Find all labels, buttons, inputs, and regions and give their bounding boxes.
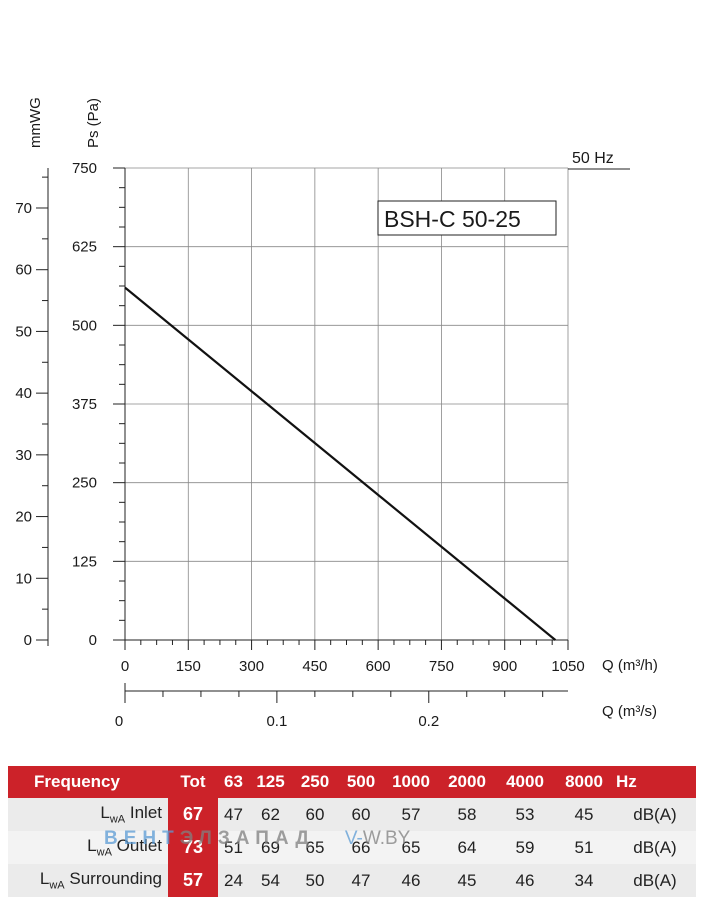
header-band: 250 <box>292 766 338 798</box>
series-group <box>124 286 557 641</box>
y-tick-label: 250 <box>72 475 97 492</box>
unit-db: dB(A) <box>633 837 677 857</box>
y2-tick-label: 50 <box>15 323 32 340</box>
tot-value: 57 <box>168 864 218 897</box>
x2-axis-title: Q (m³/s) <box>602 703 657 720</box>
table-header-row: Frequency Tot 63 125 250 500 1000 2000 4… <box>8 766 696 798</box>
frequency-label: 50 Hz <box>572 150 614 167</box>
unit-db: dB(A) <box>633 870 677 890</box>
band-value: 59 <box>515 837 535 857</box>
model-label: BSH-C 50-25 <box>384 206 521 232</box>
table-row: LwA Surrounding 57 24 54 50 47 46 45 46 34 dB(A) <box>8 864 696 897</box>
y2-tick-label: 20 <box>15 509 32 526</box>
header-band: 500 <box>338 766 384 798</box>
y-tick-label: 375 <box>72 396 97 413</box>
model-label-box <box>377 200 557 236</box>
header-band: 4000 <box>496 766 554 798</box>
band-value: 60 <box>351 804 371 824</box>
tot-value: 73 <box>168 831 218 864</box>
band-value: 54 <box>261 870 280 890</box>
y-tick-label: 625 <box>72 239 97 256</box>
x2-tick-label: 0 <box>115 713 123 730</box>
header-tot: Tot <box>168 766 218 798</box>
fan-curve-line <box>124 286 557 641</box>
tot-value: 67 <box>168 798 218 831</box>
y2-tick-label: 0 <box>24 632 32 649</box>
header-unit-hz: Hz <box>614 766 696 798</box>
y2-tick-label: 10 <box>15 570 32 587</box>
band-value: 45 <box>457 870 477 890</box>
band-value: 65 <box>401 837 421 857</box>
band-value: 34 <box>574 870 594 890</box>
y-tick-label: 750 <box>72 160 97 177</box>
row-label-text: Outlet <box>116 836 162 856</box>
minor-ticks <box>36 167 569 703</box>
band-value: 65 <box>305 837 325 857</box>
y2-tick-label: 30 <box>15 447 32 464</box>
x-tick-label: 450 <box>302 658 327 675</box>
x-tick-label: 900 <box>492 658 517 675</box>
lwa-sub: wA <box>49 879 65 892</box>
x2-tick-label: 0.2 <box>418 713 439 730</box>
y2-tick-label: 60 <box>15 262 32 279</box>
y2-tick-label: 40 <box>15 385 32 402</box>
band-value: 60 <box>305 804 325 824</box>
table-row: LwA Outlet 73 51 69 65 66 65 64 59 51 dB(A) <box>8 831 696 864</box>
lwa-prefix: L <box>87 836 97 856</box>
x-tick-label: 300 <box>239 658 264 675</box>
band-value: 51 <box>574 837 594 857</box>
band-value: 58 <box>457 804 477 824</box>
row-label-text: Surrounding <box>69 869 162 889</box>
y2-tick-label: 70 <box>15 200 32 217</box>
header-band: 125 <box>249 766 292 798</box>
lwa-prefix: L <box>39 869 50 889</box>
lwa-prefix: L <box>100 803 110 823</box>
header-band: 1000 <box>384 766 438 798</box>
band-value: 53 <box>515 804 535 824</box>
band-value: 66 <box>351 837 371 857</box>
row-label: LwA Outlet <box>8 831 168 864</box>
band-value: 50 <box>305 870 325 890</box>
row-label: LwA Surrounding <box>8 864 168 897</box>
band-value: 24 <box>224 870 243 890</box>
x-tick-label: 0 <box>121 658 129 675</box>
band-value: 64 <box>457 837 477 857</box>
header-band: 63 <box>218 766 249 798</box>
band-value: 47 <box>224 804 243 824</box>
band-value: 47 <box>351 870 371 890</box>
band-value: 46 <box>401 870 421 890</box>
chart-grid <box>124 167 569 641</box>
row-label-text: Inlet <box>129 803 162 823</box>
header-band: 8000 <box>554 766 614 798</box>
band-value: 51 <box>224 837 243 857</box>
y-tick-label: 0 <box>89 632 97 649</box>
header-band: 2000 <box>438 766 496 798</box>
x-axis-title: Q (m³/h) <box>602 657 658 674</box>
table-row: LwA Inlet 67 47 62 60 60 57 58 53 45 dB(A) <box>8 798 696 831</box>
band-value: 62 <box>261 804 280 824</box>
x-tick-label: 150 <box>176 658 201 675</box>
chart-axes <box>47 168 568 692</box>
x-tick-label: 600 <box>366 658 391 675</box>
sound-power-table: Frequency Tot 63 125 250 500 1000 2000 4… <box>8 766 696 897</box>
row-label: LwA Inlet <box>8 798 168 831</box>
x-tick-label: 750 <box>429 658 454 675</box>
y2-axis-title: mmWG <box>27 97 44 148</box>
x-tick-label: 1050 <box>551 658 584 675</box>
band-value: 69 <box>261 837 280 857</box>
unit-db: dB(A) <box>633 804 677 824</box>
lwa-sub: wA <box>109 813 126 826</box>
band-value: 46 <box>515 870 535 890</box>
y-axis-title: Ps (Pa) <box>85 98 102 148</box>
x2-tick-label: 0.1 <box>266 713 287 730</box>
band-value: 45 <box>574 804 594 824</box>
y-tick-label: 125 <box>72 553 97 570</box>
band-value: 57 <box>401 804 421 824</box>
lwa-sub: wA <box>96 846 112 859</box>
y-tick-label: 500 <box>72 317 97 334</box>
header-frequency: Frequency <box>8 766 168 798</box>
